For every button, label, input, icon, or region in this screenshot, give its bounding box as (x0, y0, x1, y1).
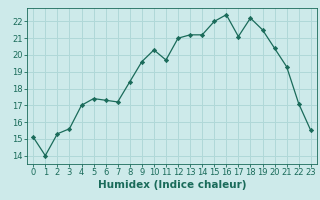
X-axis label: Humidex (Indice chaleur): Humidex (Indice chaleur) (98, 180, 246, 190)
